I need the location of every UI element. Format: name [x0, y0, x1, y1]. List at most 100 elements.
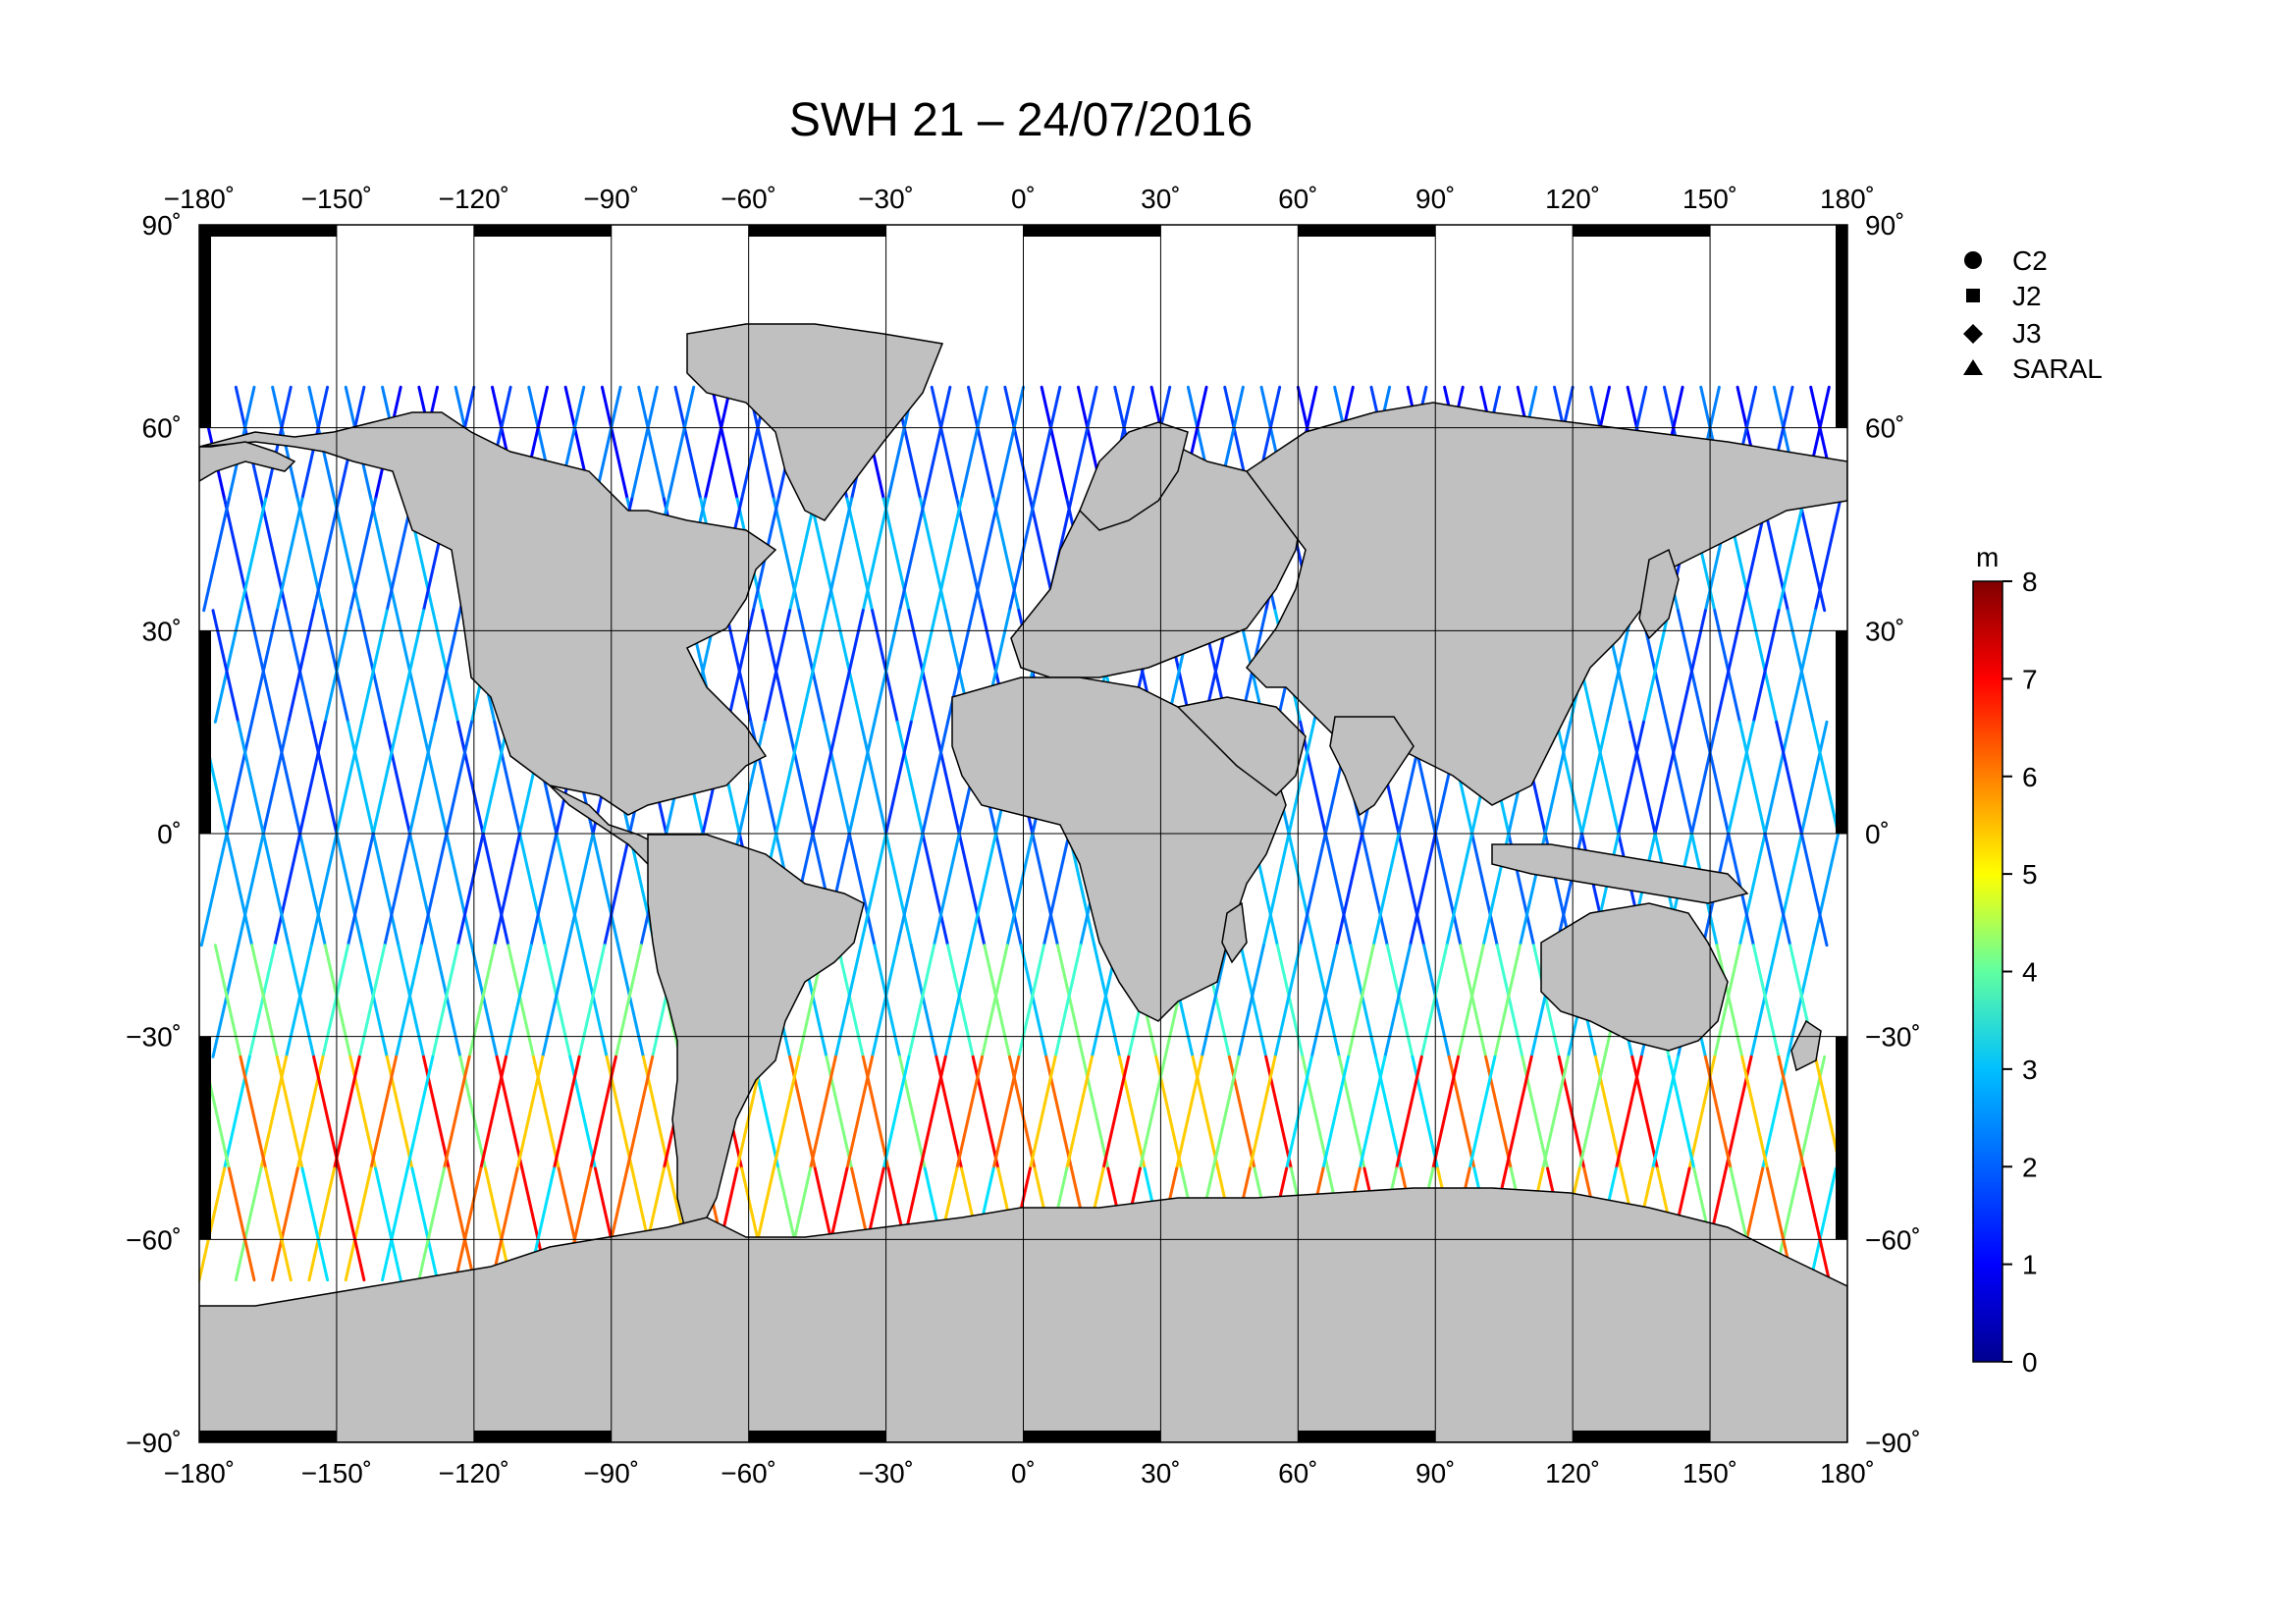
track-segment [470, 944, 499, 1058]
track-segment [1175, 1055, 1203, 1170]
track-segment [445, 832, 474, 947]
track-segment [1797, 497, 1827, 613]
lon-tick-label: 180˚ [1820, 184, 1875, 214]
track-segment [1653, 720, 1682, 836]
track-segment [1775, 720, 1803, 836]
track-segment [347, 720, 375, 836]
track-segment [1419, 944, 1449, 1058]
track-segment [273, 720, 302, 836]
lat-tick-label: 30˚ [142, 616, 182, 646]
track-segment [1459, 944, 1488, 1058]
frame-bar-bottom [1298, 1431, 1436, 1442]
track-segment [1737, 832, 1767, 947]
track-segment [397, 944, 426, 1058]
track-segment [898, 497, 927, 613]
j2-marker [1966, 289, 1980, 302]
track-segment [298, 720, 327, 836]
track-segment [481, 832, 510, 947]
track-segment [211, 609, 240, 724]
track-segment [381, 1166, 409, 1282]
track-segment [1541, 1055, 1571, 1170]
track-segment [1763, 832, 1792, 947]
track-segment [234, 1166, 263, 1282]
track-segment [1543, 720, 1573, 836]
track-segment [309, 720, 339, 836]
track-segment [1802, 1166, 1831, 1282]
track-segment [383, 832, 412, 947]
asia [1245, 402, 1847, 806]
track-segment [591, 832, 620, 947]
track-segment [1591, 720, 1621, 836]
track-segment [1651, 1055, 1680, 1170]
frame-bar-bottom [1023, 1431, 1161, 1442]
lon-tick-label: −30˚ [858, 184, 914, 214]
track-segment [1727, 720, 1755, 836]
track-segment [909, 609, 938, 724]
track-segment [1422, 944, 1451, 1058]
track-segment [285, 609, 313, 724]
track-segment [371, 832, 400, 947]
track-segment [445, 720, 474, 836]
track-segment [1763, 720, 1792, 836]
track-segment [213, 944, 242, 1058]
track-segment [921, 720, 950, 836]
track-segment [456, 720, 485, 836]
track-segment [833, 609, 863, 724]
lon-tick-label: 90˚ [1415, 1458, 1455, 1488]
track-segment [371, 720, 400, 836]
track-segment [250, 944, 279, 1058]
track-segment [250, 609, 279, 724]
track-segment [1775, 832, 1803, 947]
track-segment [1470, 832, 1499, 947]
track-segment [763, 609, 792, 724]
track-segment [946, 944, 975, 1058]
lon-tick-label: 0˚ [1011, 1458, 1036, 1488]
track-segment [1321, 1055, 1351, 1170]
map-title: SWH 21 – 24/07/2016 [788, 94, 1254, 146]
frame-bar-top [473, 225, 612, 237]
track-segment [312, 1055, 341, 1170]
colorbar-tick-label: 5 [2022, 859, 2038, 890]
track-segment [1285, 1055, 1313, 1170]
track-segment [1028, 1055, 1057, 1170]
track-segment [797, 609, 827, 724]
track-segment [1008, 497, 1037, 613]
track-segment [239, 1055, 268, 1170]
track-segment [774, 720, 803, 836]
saral-marker [1963, 359, 1983, 375]
track-segment [1701, 720, 1731, 836]
track-segment [788, 497, 817, 613]
track-segment [419, 832, 449, 947]
track-segment [227, 1166, 256, 1282]
track-segment [1031, 832, 1059, 947]
track-segment [1309, 944, 1339, 1058]
track-segment [1713, 609, 1741, 724]
lat-tick-label: 0˚ [157, 819, 182, 849]
lon-tick-label: −90˚ [583, 1458, 639, 1488]
track-segment [1445, 832, 1474, 947]
frame-bar-left [199, 225, 211, 428]
track-segment [1287, 832, 1316, 947]
track-segment [1628, 720, 1657, 836]
track-segment [1532, 944, 1561, 1058]
track-segment [199, 832, 229, 947]
colorbar-gradient [1972, 580, 2003, 1363]
track-segment [833, 944, 863, 1058]
frame-checker [199, 225, 1847, 1442]
track-segment [405, 1055, 435, 1170]
track-segment [1751, 944, 1781, 1058]
track-segment [934, 497, 964, 613]
track-segment [630, 385, 659, 501]
track-segment [264, 1166, 293, 1282]
track-segment [600, 385, 629, 501]
south-america [647, 834, 865, 1238]
track-segment [321, 609, 350, 724]
frame-bar-bottom [473, 1431, 612, 1442]
track-segment [1335, 832, 1364, 947]
track-segment [761, 609, 789, 724]
track-segment [1433, 832, 1463, 947]
track-segment [577, 944, 607, 1058]
track-segment [811, 720, 840, 836]
track-segment [871, 944, 899, 1058]
